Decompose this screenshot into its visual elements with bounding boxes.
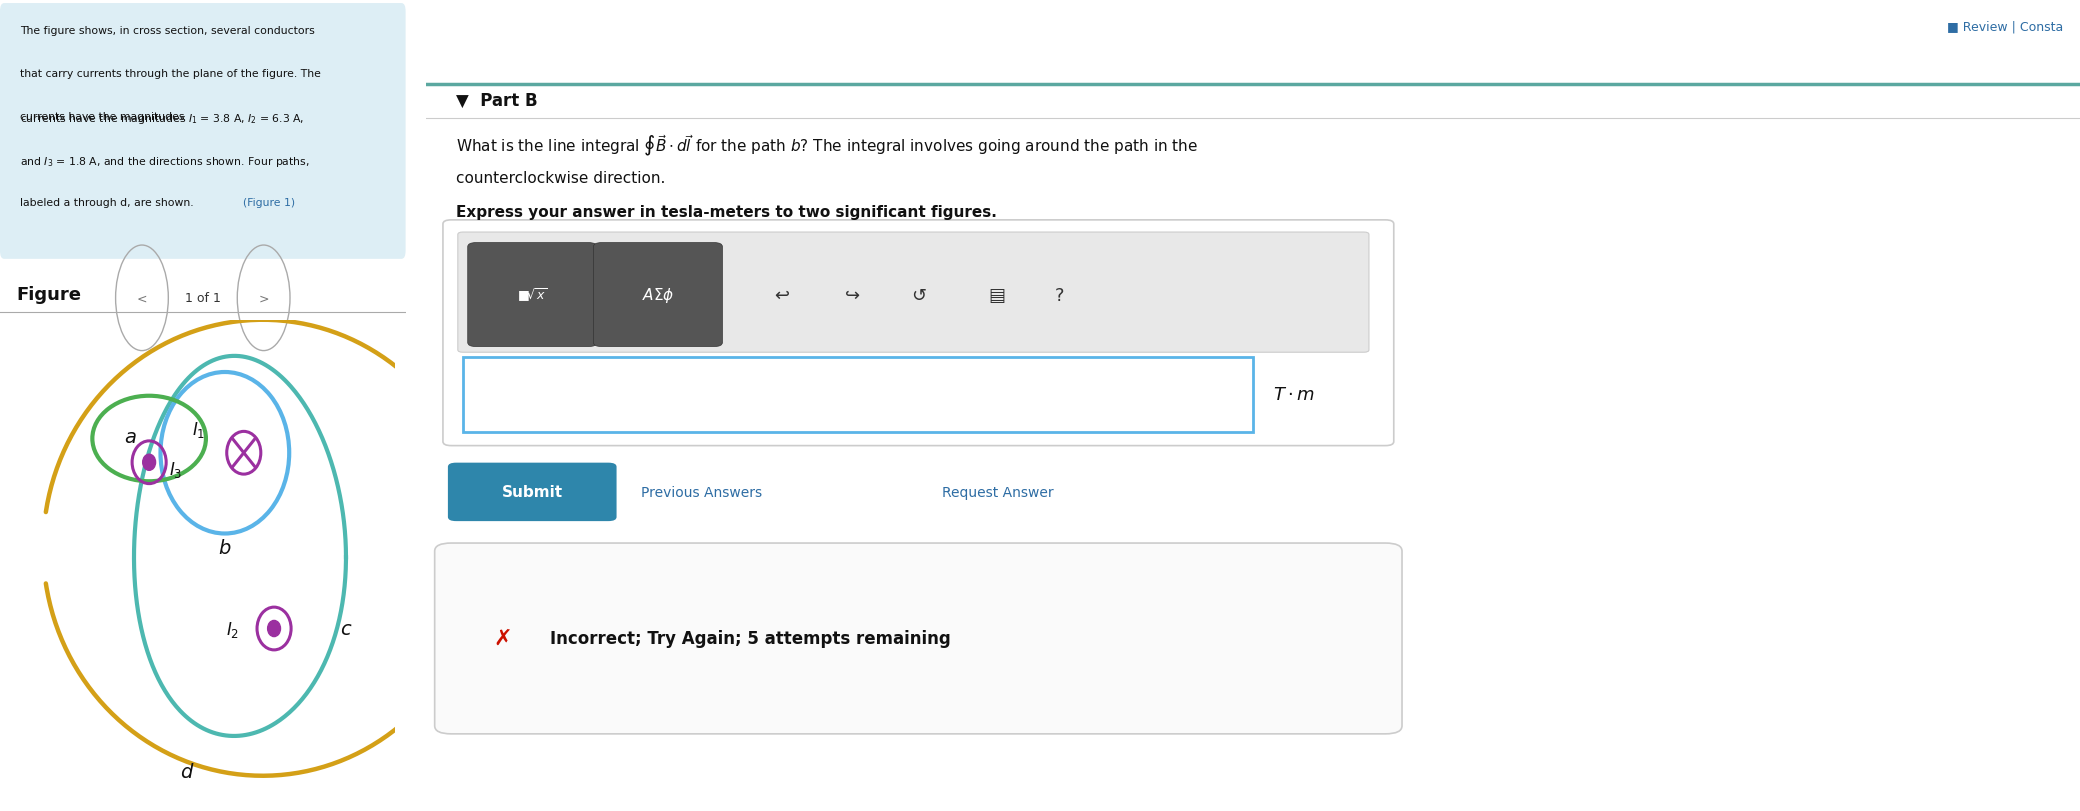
Circle shape <box>144 455 156 470</box>
Text: What is the line integral $\oint \vec{B} \cdot d\vec{l}$ for the path $b$? The i: What is the line integral $\oint \vec{B}… <box>456 134 1198 159</box>
Text: currents have the magnitudes: currents have the magnitudes <box>21 112 189 122</box>
FancyBboxPatch shape <box>462 358 1252 432</box>
Text: >: > <box>258 292 268 305</box>
Text: $I_2$: $I_2$ <box>227 619 239 639</box>
Text: Submit: Submit <box>501 485 564 500</box>
Text: $I_3$: $I_3$ <box>168 460 183 480</box>
FancyBboxPatch shape <box>458 233 1369 353</box>
FancyBboxPatch shape <box>447 463 616 521</box>
Text: ↺: ↺ <box>911 286 928 304</box>
Text: ▼  Part B: ▼ Part B <box>456 92 539 109</box>
Text: labeled a through d, are shown.: labeled a through d, are shown. <box>21 198 198 208</box>
Text: $d$: $d$ <box>179 762 193 780</box>
Text: Express your answer in tesla-meters to two significant figures.: Express your answer in tesla-meters to t… <box>456 204 996 219</box>
Text: (Figure 1): (Figure 1) <box>243 198 295 208</box>
Text: and $I_3$ = 1.8 A, and the directions shown. Four paths,: and $I_3$ = 1.8 A, and the directions sh… <box>21 155 310 169</box>
Text: $a$: $a$ <box>125 427 137 446</box>
Text: $\blacksquare\!\sqrt{x}$: $\blacksquare\!\sqrt{x}$ <box>518 286 547 304</box>
Text: 1 of 1: 1 of 1 <box>185 292 220 305</box>
FancyBboxPatch shape <box>0 4 406 260</box>
Text: $I_1$: $I_1$ <box>191 419 206 440</box>
Text: that carry currents through the plane of the figure. The: that carry currents through the plane of… <box>21 69 320 79</box>
Text: ▤: ▤ <box>988 286 1005 304</box>
Text: $c$: $c$ <box>339 620 352 638</box>
Text: ✗: ✗ <box>493 629 512 648</box>
Text: Figure: Figure <box>17 285 81 303</box>
Text: $b$: $b$ <box>218 539 231 557</box>
FancyBboxPatch shape <box>593 243 722 347</box>
Text: Previous Answers: Previous Answers <box>641 485 763 500</box>
Text: currents have the magnitudes $I_1$ = 3.8 A, $I_2$ = 6.3 A,: currents have the magnitudes $I_1$ = 3.8… <box>21 112 304 126</box>
Text: <: < <box>137 292 148 305</box>
Text: Incorrect; Try Again; 5 attempts remaining: Incorrect; Try Again; 5 attempts remaini… <box>551 629 951 647</box>
Text: ?: ? <box>1055 286 1065 304</box>
Text: ■ Review | Consta: ■ Review | Consta <box>1947 20 2063 33</box>
FancyBboxPatch shape <box>435 543 1402 734</box>
Circle shape <box>268 620 281 637</box>
Text: ↪: ↪ <box>844 286 861 304</box>
Text: $A\Sigma\phi$: $A\Sigma\phi$ <box>643 285 674 305</box>
Text: counterclockwise direction.: counterclockwise direction. <box>456 170 666 185</box>
Text: $T \cdot m$: $T \cdot m$ <box>1273 386 1315 404</box>
FancyBboxPatch shape <box>468 243 597 347</box>
Text: Request Answer: Request Answer <box>942 485 1055 500</box>
Text: ↩: ↩ <box>774 286 790 304</box>
Text: The figure shows, in cross section, several conductors: The figure shows, in cross section, seve… <box>21 26 314 36</box>
